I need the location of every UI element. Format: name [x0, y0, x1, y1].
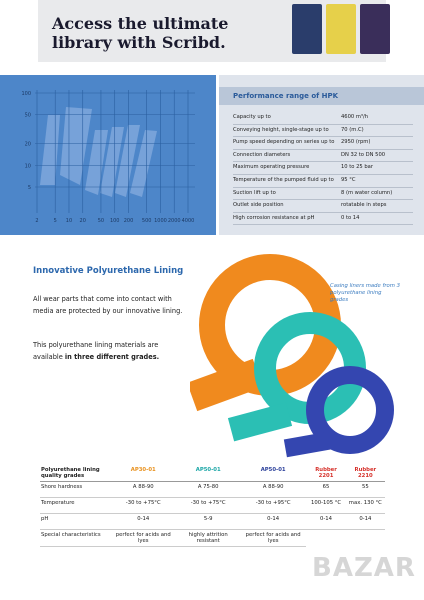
column-header: AP30-01 — [110, 465, 177, 482]
table-cell: Temperature — [40, 497, 110, 514]
performance-rows: Capacity up to 4600 m³/h Conveying height,… — [233, 112, 413, 226]
table-cell: pH — [40, 513, 110, 530]
row-value: 70 (m.C) — [341, 126, 364, 133]
table-cell: -30 to +95°C — [239, 497, 307, 514]
x-tick-label: 4000 — [182, 218, 195, 224]
book-cover — [292, 4, 322, 54]
table-row: Suction lift up to 8 (m water column) — [233, 188, 413, 201]
table-cell: 55 — [345, 481, 385, 498]
row-value: 10 to 25 bar — [341, 164, 373, 171]
row-label: Outlet side position — [233, 202, 284, 209]
x-tick-label: 500 — [142, 218, 152, 224]
y-tick-label: 100 — [21, 91, 31, 97]
panel-title: Performance range of HPK — [219, 87, 424, 105]
column-header: AP50-01 — [239, 465, 307, 482]
table-cell: 0-14 — [306, 513, 346, 530]
paragraph: This polyurethane lining materials are a… — [33, 340, 188, 363]
table-cell: 65 — [306, 481, 346, 498]
column-header: Rubber 2210 — [345, 465, 385, 482]
row-label: High corrosion resistance at pH — [233, 214, 315, 221]
table-row: Maximum operating pressure 10 to 25 bar — [233, 162, 413, 175]
row-label: Temperature of the pumped fluid up to — [233, 176, 334, 183]
y-tick-label: 10 — [25, 163, 31, 169]
row-value: 8 (m water column) — [341, 189, 393, 196]
row-value: rotatable in steps — [341, 202, 387, 209]
row-label: Capacity up to — [233, 114, 271, 120]
table-cell: 100-105 °C — [306, 497, 346, 514]
table-row: Connection diameters DN 32 to DN 500 — [233, 150, 413, 163]
table-cell: Special characteristics — [40, 529, 110, 547]
row-label: Connection diameters — [233, 151, 291, 158]
ad-title[interactable]: Access the ultimate library with Scribd. — [52, 14, 229, 52]
table-row: Conveying height, single-stage up to 70 (… — [233, 125, 413, 138]
chart-svg: 100 50 20 10 5 2 5 10 20 50 100 200 500 1000 2000 4000 — [21, 90, 195, 224]
table-cell: highly attrition resistant — [176, 529, 240, 547]
table-row: Capacity up to 4600 m³/h — [233, 112, 413, 125]
table-row: pH 0-14 5-9 0-14 0-14 0-14 — [40, 513, 385, 530]
x-tick-label: 1000 — [154, 218, 167, 224]
row-value: 95 °C — [341, 176, 356, 183]
column-header: Polyurethane lining quality grades — [40, 465, 110, 482]
table-row: Pump speed depending on series up to 2950… — [233, 137, 413, 150]
curves — [40, 107, 157, 197]
x-tick-label: 5 — [54, 218, 57, 224]
row-value: 0 to 14 — [341, 214, 360, 221]
book-cover — [360, 4, 390, 54]
x-tick-label: 2000 — [168, 218, 181, 224]
table-cell: A 75-80 — [176, 481, 240, 498]
table-row: Temperature of the pumped fluid up to 95 … — [233, 175, 413, 188]
table-cell: -30 to +75°C — [110, 497, 177, 514]
ad-banner[interactable]: Access the ultimate library with Scribd. — [38, 0, 390, 62]
table-cell: perfect for acids and lyes — [110, 529, 177, 547]
bold-text: in three different grades. — [64, 352, 160, 361]
x-tick-label: 50 — [98, 218, 104, 224]
x-tick-label: 2 — [35, 218, 38, 224]
y-tick-label: 5 — [28, 185, 31, 191]
x-tick-label: 200 — [124, 218, 134, 224]
table-cell: perfect for acids and lyes — [239, 529, 307, 547]
table-cell: 0-14 — [110, 513, 177, 530]
column-header: AP50-01 — [176, 465, 240, 482]
y-tick-label: 20 — [25, 142, 31, 148]
text: This polyurethane lining materials are a… — [33, 341, 159, 361]
table-cell: -30 to +75°C — [176, 497, 240, 514]
row-label: Maximum operating pressure — [233, 164, 310, 171]
table-row: Special characteristics perfect for acids… — [40, 529, 385, 547]
paragraph: All wear parts that come into contact wi… — [33, 295, 183, 315]
grades-table: Polyurethane lining quality grades AP30-0… — [40, 465, 385, 547]
row-value: 4600 m³/h — [341, 114, 369, 120]
watermark: BAZAR — [312, 553, 416, 583]
row-label: Pump speed depending on series up to — [233, 139, 335, 146]
table-row: Shore hardness A 88-90 A 75-80 A 88-90 65 55 — [40, 481, 385, 498]
table-cell: max. 130 °C — [345, 497, 385, 514]
table-cell: 5-9 — [176, 513, 240, 530]
book-cover — [326, 4, 356, 54]
column-header: Rubber 2201 — [306, 465, 346, 482]
section-title: Innovative Polyurethane Lining — [33, 266, 184, 276]
performance-chart: 100 50 20 10 5 2 5 10 20 50 100 200 500 1000 2000 4000 — [0, 75, 216, 235]
row-label: Suction lift up to — [233, 189, 276, 196]
performance-panel: Performance range of HPK Capacity up to 4… — [219, 75, 424, 235]
table-row: Temperature -30 to +75°C -30 to +75°C -30 t… — [40, 497, 385, 514]
table-cell: Shore hardness — [40, 481, 110, 498]
x-tick-label: 100 — [110, 218, 120, 224]
pump-image — [190, 254, 394, 458]
row-value: 2950 (rpm) — [341, 139, 371, 146]
x-tick-label: 10 — [66, 218, 72, 224]
row-value: DN 32 to DN 500 — [341, 151, 386, 158]
y-tick-label: 50 — [25, 113, 31, 119]
x-tick-label: 20 — [80, 218, 86, 224]
table-row: High corrosion resistance at pH 0 to 14 — [233, 213, 413, 226]
table-row: Polyurethane lining quality grades AP30-0… — [40, 465, 385, 482]
table-row: Outlet side position rotatable in steps — [233, 200, 413, 213]
row-label: Conveying height, single-stage up to — [233, 126, 329, 133]
table-cell: A 88-90 — [239, 481, 307, 498]
image-caption: Casing liners made from 3 polyurethane l… — [330, 283, 400, 303]
table-cell: 0-14 — [239, 513, 307, 530]
table-cell: A 88-90 — [110, 481, 177, 498]
table-cell: 0-14 — [345, 513, 385, 530]
